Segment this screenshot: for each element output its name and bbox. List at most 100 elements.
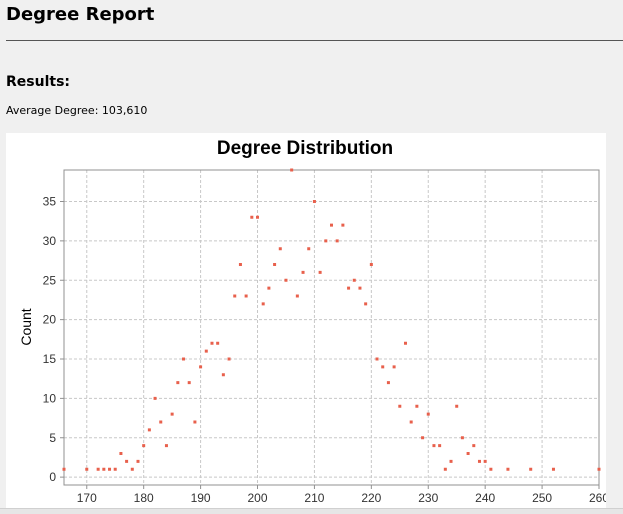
data-point (352, 278, 356, 282)
y-tick-label: 35 (43, 195, 57, 209)
y-tick-label: 25 (43, 273, 57, 287)
data-point (295, 294, 299, 298)
x-tick-label: 250 (532, 491, 552, 505)
data-point (250, 215, 254, 219)
average-degree-text: Average Degree: 103,610 (6, 104, 148, 117)
data-point (301, 270, 305, 274)
data-point (335, 239, 339, 243)
data-point (324, 239, 328, 243)
data-point (159, 420, 163, 424)
data-point (312, 200, 316, 203)
chart-title: Degree Distribution (217, 138, 393, 159)
data-point (438, 444, 442, 448)
x-tick-label: 260 (589, 491, 606, 505)
data-point (216, 341, 220, 345)
tick-layer: 170 180 190 200 210 220 230 240 250 260 0 5 10 15 20 25… (43, 195, 610, 506)
data-point (238, 263, 242, 266)
data-point (409, 420, 413, 424)
x-tick-label: 230 (418, 491, 438, 505)
report-title: Degree Report (6, 4, 155, 25)
data-point (403, 341, 407, 345)
data-point (170, 412, 174, 416)
data-point (489, 467, 493, 471)
y-tick-label: 20 (43, 313, 57, 327)
panel-bottom-edge (0, 508, 623, 514)
data-point (483, 459, 487, 463)
data-point (472, 444, 476, 448)
data-point (210, 341, 214, 345)
y-tick-label: 10 (43, 391, 57, 405)
data-point (307, 247, 311, 251)
y-tick-label: 0 (49, 470, 56, 484)
data-point (551, 467, 555, 471)
data-point (119, 452, 123, 455)
data-point (290, 168, 294, 172)
point-layer (62, 168, 601, 471)
data-point (96, 467, 100, 471)
data-point (375, 357, 379, 361)
y-axis-label: Count (18, 308, 34, 345)
data-point (85, 467, 89, 471)
data-point (142, 444, 146, 448)
data-point (153, 396, 157, 400)
data-point (506, 467, 510, 471)
data-point (381, 365, 385, 369)
plot-frame (63, 169, 600, 486)
x-tick-label: 220 (361, 491, 381, 505)
y-tick-label: 30 (43, 234, 57, 248)
data-point (182, 357, 186, 361)
data-point (597, 467, 601, 471)
data-point (267, 286, 271, 290)
data-point (330, 223, 333, 227)
data-point (108, 467, 112, 471)
data-point (364, 302, 368, 306)
data-point (204, 349, 208, 353)
data-point (369, 263, 373, 266)
x-tick-label: 210 (304, 491, 324, 505)
data-point (529, 467, 533, 471)
data-point (147, 428, 151, 432)
data-point (125, 459, 129, 463)
data-point (415, 404, 419, 408)
data-point (426, 412, 430, 416)
data-point (227, 357, 231, 361)
data-point (233, 294, 237, 298)
data-point (347, 286, 351, 290)
data-point (193, 420, 197, 424)
data-point (449, 459, 453, 463)
data-point (273, 263, 277, 266)
data-point (164, 444, 168, 448)
y-tick-label: 5 (49, 431, 56, 445)
data-point (130, 467, 134, 471)
data-point (455, 404, 459, 408)
data-point (398, 404, 402, 408)
title-divider (6, 40, 623, 41)
data-point (278, 247, 282, 251)
data-point (386, 381, 390, 385)
results-heading: Results: (6, 74, 70, 90)
data-point (199, 365, 203, 369)
data-point (221, 373, 225, 377)
data-point (176, 381, 180, 385)
data-point (187, 381, 191, 385)
y-tick-label: 15 (43, 352, 57, 366)
data-point (284, 278, 288, 282)
x-tick-label: 180 (134, 491, 154, 505)
data-point (421, 436, 425, 440)
data-point (102, 467, 106, 471)
chart-svg: Degree Distribution Count 170 180 190 200 21… (18, 138, 610, 506)
data-point (318, 270, 322, 274)
x-tick-label: 240 (475, 491, 495, 505)
data-point (244, 294, 248, 298)
grid-layer (64, 170, 600, 485)
data-point (136, 459, 140, 463)
data-point (460, 436, 464, 440)
data-point (261, 302, 265, 306)
data-point (256, 215, 260, 219)
data-point (358, 286, 362, 290)
data-point (443, 467, 447, 471)
data-point (113, 467, 117, 471)
data-point (466, 452, 470, 455)
data-point (62, 467, 66, 471)
degree-distribution-chart: Degree Distribution Count 170 180 190 200 21… (6, 133, 610, 508)
